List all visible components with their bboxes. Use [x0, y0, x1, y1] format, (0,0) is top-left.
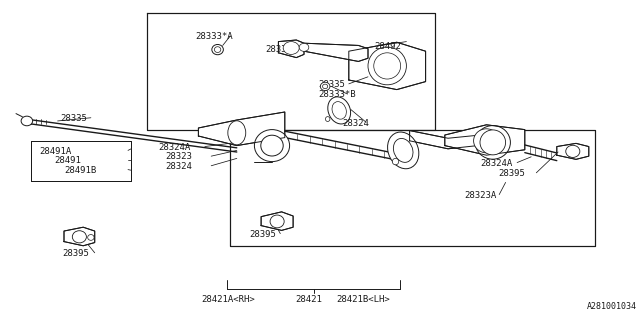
Ellipse shape — [270, 215, 284, 228]
Polygon shape — [445, 125, 525, 155]
Ellipse shape — [328, 97, 351, 124]
Ellipse shape — [300, 44, 309, 52]
Text: 28337: 28337 — [266, 45, 292, 54]
Ellipse shape — [323, 84, 328, 89]
Ellipse shape — [368, 47, 406, 85]
Text: 28323A: 28323A — [464, 191, 496, 200]
Ellipse shape — [481, 134, 492, 145]
Text: 28324A: 28324A — [159, 143, 191, 152]
Text: 28395: 28395 — [498, 169, 525, 178]
Text: 28335: 28335 — [61, 114, 88, 123]
Polygon shape — [198, 112, 285, 146]
Text: A281001034: A281001034 — [587, 302, 637, 311]
Text: 28323: 28323 — [165, 152, 192, 161]
Ellipse shape — [255, 130, 290, 162]
Text: 28333*B: 28333*B — [318, 90, 356, 99]
Text: 28421A<RH>: 28421A<RH> — [202, 295, 255, 304]
Ellipse shape — [388, 132, 419, 169]
Polygon shape — [557, 143, 589, 159]
Ellipse shape — [326, 117, 330, 122]
Text: 28395: 28395 — [250, 230, 276, 239]
Polygon shape — [64, 227, 95, 246]
Ellipse shape — [21, 116, 33, 126]
Polygon shape — [230, 130, 595, 246]
Ellipse shape — [475, 126, 511, 159]
Ellipse shape — [480, 130, 506, 155]
Text: 28491B: 28491B — [64, 166, 96, 175]
Text: 28333*A: 28333*A — [195, 32, 233, 41]
Polygon shape — [278, 40, 304, 58]
Polygon shape — [261, 212, 293, 230]
Ellipse shape — [566, 145, 580, 157]
Ellipse shape — [374, 53, 401, 79]
Text: 28324: 28324 — [342, 119, 369, 128]
Ellipse shape — [283, 42, 300, 54]
Ellipse shape — [332, 102, 346, 119]
Ellipse shape — [214, 47, 221, 52]
Ellipse shape — [212, 44, 223, 55]
Ellipse shape — [321, 82, 330, 91]
Polygon shape — [410, 131, 486, 149]
Text: 28335: 28335 — [318, 80, 345, 89]
Text: 28492: 28492 — [374, 42, 401, 51]
Text: 28395: 28395 — [63, 249, 90, 258]
Polygon shape — [349, 42, 426, 90]
Text: 28324: 28324 — [165, 162, 192, 171]
Ellipse shape — [88, 235, 94, 240]
Ellipse shape — [228, 121, 246, 145]
Polygon shape — [31, 141, 131, 181]
Polygon shape — [304, 43, 368, 61]
Ellipse shape — [394, 139, 413, 162]
Text: 28421B<LH>: 28421B<LH> — [336, 295, 390, 304]
Ellipse shape — [392, 158, 399, 165]
Ellipse shape — [72, 231, 86, 243]
Ellipse shape — [474, 129, 499, 153]
Polygon shape — [147, 13, 435, 130]
Text: 28491: 28491 — [54, 156, 81, 165]
Ellipse shape — [261, 135, 284, 156]
Text: 28324A: 28324A — [480, 159, 512, 168]
Text: 28491A: 28491A — [40, 147, 72, 156]
Text: 28421: 28421 — [296, 295, 323, 304]
